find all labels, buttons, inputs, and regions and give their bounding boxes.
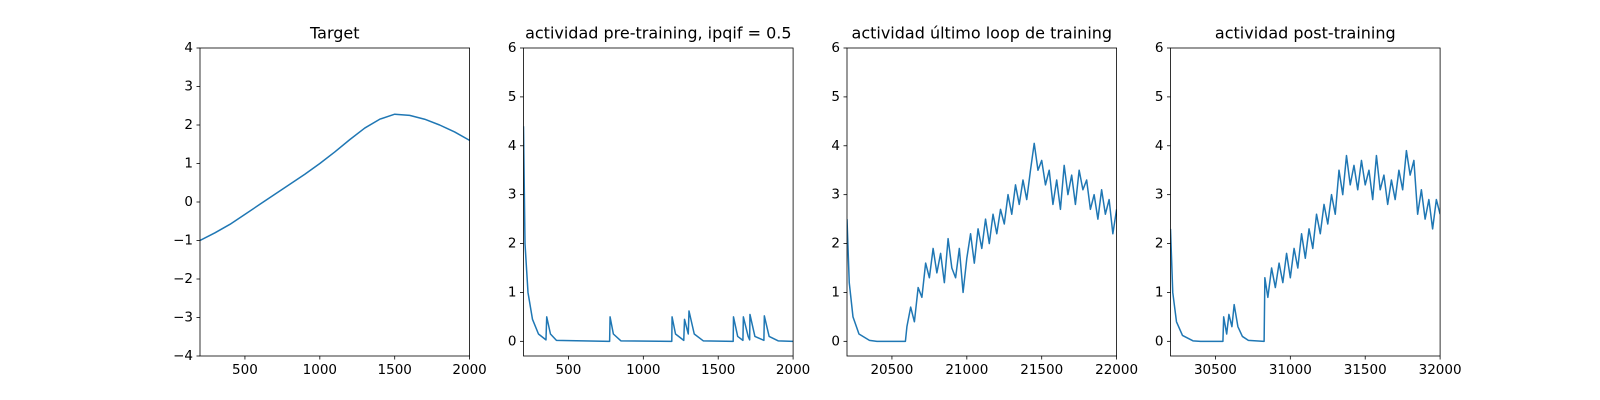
x-tick-label: 30500 <box>1194 362 1237 378</box>
x-tick-label: 1500 <box>701 362 735 378</box>
y-tick-label: 5 <box>1155 89 1164 105</box>
subplot: 30500 31000 31500 32000 0 1 2 3 4 5 6 actividad pos… <box>1155 24 1462 379</box>
data-line <box>1170 149 1441 343</box>
y-tick-label: 0 <box>508 333 517 349</box>
y-tick-label: 6 <box>1155 40 1164 56</box>
y-tick-label: −1 <box>173 233 193 249</box>
axes-frame <box>1170 47 1441 357</box>
y-tick-label: −4 <box>173 348 193 364</box>
y-tick-label: 1 <box>508 284 517 300</box>
y-tick-label: 5 <box>831 89 840 105</box>
y-tick-label: 2 <box>184 117 193 133</box>
x-tick-label: 31500 <box>1344 362 1387 378</box>
subplot: 500 1000 1500 2000 −4 −3 −2 −1 0 1 2 3 4 Target <box>173 24 487 379</box>
x-tick-label: 1000 <box>303 362 337 378</box>
x-tick-label: 31000 <box>1269 362 1312 378</box>
x-tick-label: 500 <box>556 362 582 378</box>
data-line <box>847 142 1117 343</box>
x-tick-label: 21500 <box>1020 362 1063 378</box>
chart-title: actividad último loop de training <box>852 24 1113 43</box>
y-tick-label: 3 <box>184 79 193 95</box>
x-tick-label: 32000 <box>1419 362 1462 378</box>
x-tick-label: 20500 <box>870 362 913 378</box>
y-tick-label: 0 <box>1155 333 1164 349</box>
y-tick-label: 6 <box>508 40 517 56</box>
y-tick-label: 1 <box>831 284 840 300</box>
y-tick-label: −3 <box>173 310 193 326</box>
x-tick-label: 21000 <box>945 362 988 378</box>
y-tick-label: 2 <box>1155 236 1164 252</box>
chart-title: Target <box>309 24 360 43</box>
y-tick-label: 4 <box>831 138 840 154</box>
axes-frame <box>199 47 471 357</box>
x-tick-label: 1500 <box>378 362 412 378</box>
y-tick-label: −2 <box>173 271 193 287</box>
y-tick-label: 5 <box>508 89 517 105</box>
data-line <box>200 113 470 242</box>
y-tick-label: 2 <box>508 236 517 252</box>
chart-title: actividad post-training <box>1215 24 1396 43</box>
y-tick-label: 3 <box>1155 187 1164 203</box>
x-tick-label: 22000 <box>1095 362 1138 378</box>
y-tick-label: 3 <box>831 187 840 203</box>
subplot: 20500 21000 21500 22000 0 1 2 3 4 5 6 actividad últ… <box>831 24 1138 379</box>
axes-frame <box>523 47 794 357</box>
y-tick-label: 6 <box>831 40 840 56</box>
data-line <box>523 126 794 343</box>
y-tick-label: 0 <box>831 333 840 349</box>
y-tick-label: 4 <box>184 40 193 56</box>
chart-title: actividad pre-training, ipqif = 0.5 <box>525 24 791 43</box>
subplot: 500 1000 1500 2000 0 1 2 3 4 5 6 actividad pre-trai… <box>508 24 810 379</box>
y-tick-label: 4 <box>508 138 517 154</box>
y-tick-label: 1 <box>184 156 193 172</box>
x-tick-label: 1000 <box>626 362 660 378</box>
y-tick-label: 1 <box>1155 284 1164 300</box>
axes-frame <box>846 47 1118 357</box>
y-tick-label: 3 <box>508 187 517 203</box>
x-tick-label: 2000 <box>776 362 810 378</box>
y-tick-label: 4 <box>1155 138 1164 154</box>
y-tick-label: 2 <box>831 236 840 252</box>
x-tick-label: 2000 <box>452 362 486 378</box>
x-tick-label: 500 <box>232 362 258 378</box>
y-tick-label: 0 <box>184 194 193 210</box>
